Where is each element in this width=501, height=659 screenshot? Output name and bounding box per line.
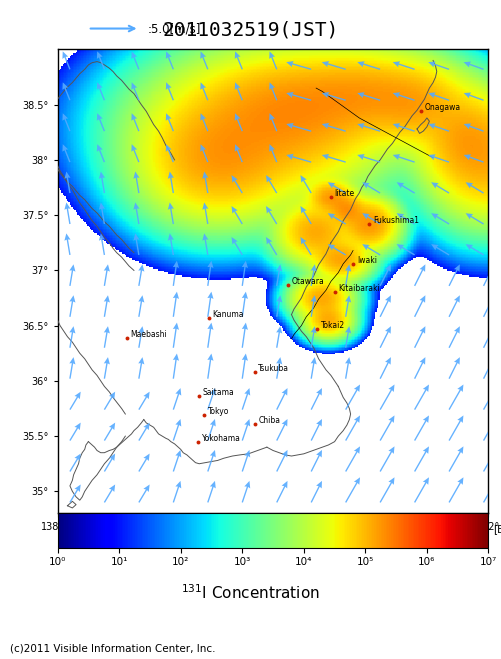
Text: Otawara: Otawara xyxy=(292,277,324,285)
Text: Saitama: Saitama xyxy=(203,388,234,397)
Text: Chiba: Chiba xyxy=(259,416,280,425)
Text: Iwaki: Iwaki xyxy=(357,256,377,265)
Text: Tokyo: Tokyo xyxy=(208,407,229,416)
Text: Yokohama: Yokohama xyxy=(201,434,240,443)
Text: Tokai2: Tokai2 xyxy=(321,321,345,330)
Text: Kanuma: Kanuma xyxy=(213,310,244,319)
Text: $^{131}$I Concentration: $^{131}$I Concentration xyxy=(181,583,320,602)
Text: [Bq/m³]: [Bq/m³] xyxy=(493,525,501,536)
Text: 2011032519(JST): 2011032519(JST) xyxy=(162,20,339,40)
Text: Iitate: Iitate xyxy=(335,189,355,198)
Text: Onagawa: Onagawa xyxy=(424,103,460,112)
Text: :5.0[m/s]: :5.0[m/s] xyxy=(148,22,201,35)
Text: Tsukuba: Tsukuba xyxy=(259,364,289,373)
Text: Kitaibaraki: Kitaibaraki xyxy=(338,285,380,293)
Text: Fukushima1: Fukushima1 xyxy=(373,216,419,225)
Text: (c)2011 Visible Information Center, Inc.: (c)2011 Visible Information Center, Inc. xyxy=(10,644,215,654)
Text: Maebashi: Maebashi xyxy=(130,330,167,339)
